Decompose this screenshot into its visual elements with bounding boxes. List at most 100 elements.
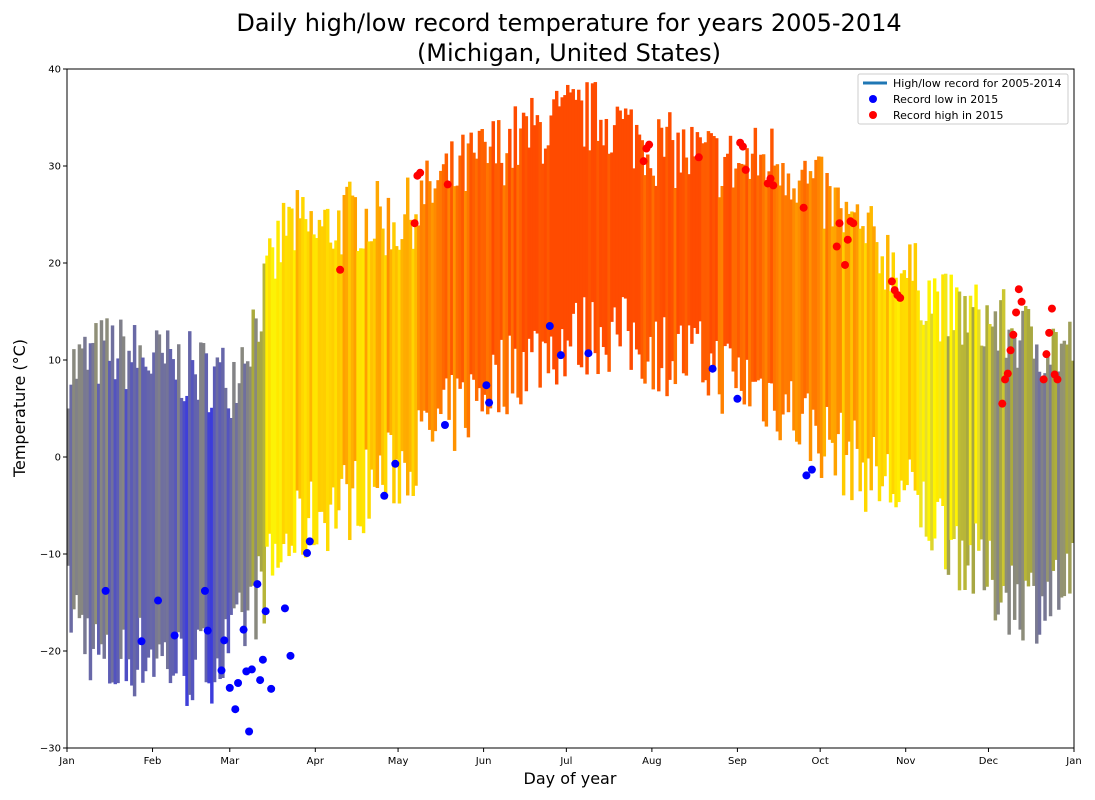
record-range-bar bbox=[792, 188, 796, 431]
record-range-bar bbox=[988, 323, 992, 541]
record-range-bar bbox=[229, 417, 233, 615]
record-range-bar bbox=[312, 234, 316, 546]
record-range-bar bbox=[1010, 328, 1014, 566]
record-range-bar bbox=[908, 244, 912, 460]
record-low-dot bbox=[217, 666, 226, 675]
record-range-bar bbox=[1015, 367, 1020, 585]
record-range-bar bbox=[135, 367, 140, 670]
legend: High/low record for 2005-2014 Record low… bbox=[857, 73, 1069, 125]
record-range-bar bbox=[1032, 358, 1036, 586]
record-range-bar bbox=[604, 118, 609, 355]
record-range-bar bbox=[748, 178, 752, 407]
record-range-bar bbox=[621, 118, 625, 298]
record-range-bar bbox=[105, 318, 109, 635]
record-range-bar bbox=[325, 208, 330, 552]
record-high-dot bbox=[835, 219, 844, 228]
record-range-bar bbox=[538, 122, 542, 388]
record-range-bar bbox=[599, 119, 603, 328]
record-high-dot bbox=[1042, 350, 1051, 359]
record-dots-layer bbox=[101, 138, 1062, 736]
record-range-bar bbox=[458, 155, 462, 389]
record-range-bar bbox=[919, 320, 923, 528]
record-range-bar bbox=[292, 250, 297, 553]
record-range-bar bbox=[223, 387, 228, 620]
record-range-bar bbox=[295, 190, 300, 491]
record-range-bar bbox=[786, 173, 791, 413]
record-low-dot bbox=[200, 586, 209, 595]
record-range-bar bbox=[110, 325, 115, 683]
record-range-bar bbox=[392, 222, 396, 504]
record-range-bar bbox=[232, 361, 236, 609]
record-range-bar bbox=[764, 181, 769, 427]
record-low-dot bbox=[234, 679, 243, 688]
record-range-bar bbox=[182, 401, 186, 676]
record-range-bar bbox=[204, 353, 209, 683]
record-range-bar bbox=[273, 278, 278, 544]
record-range-bar bbox=[532, 125, 537, 331]
record-low-dot bbox=[485, 398, 494, 407]
record-range-bar bbox=[527, 147, 531, 339]
record-low-dot bbox=[245, 727, 254, 736]
y-tick-label: 20 bbox=[48, 259, 61, 270]
x-tick-label: Aug bbox=[642, 756, 662, 767]
record-range-bar bbox=[566, 84, 570, 341]
record-range-bar bbox=[648, 168, 653, 337]
record-low-dot bbox=[380, 491, 389, 500]
record-range-bar bbox=[143, 366, 148, 672]
record-range-bar bbox=[146, 370, 151, 658]
record-range-bar bbox=[480, 129, 484, 412]
record-low-dot bbox=[280, 604, 289, 613]
record-range-bar bbox=[1037, 371, 1042, 635]
record-high-dot bbox=[1039, 375, 1048, 384]
record-range-bar bbox=[828, 186, 832, 440]
record-low-dot bbox=[584, 349, 593, 358]
record-range-bar bbox=[861, 226, 865, 463]
record-range-bar bbox=[428, 181, 432, 430]
record-range-bar bbox=[425, 160, 429, 413]
record-range-bar bbox=[119, 319, 123, 659]
record-range-bar bbox=[852, 212, 857, 421]
record-range-bar bbox=[806, 183, 810, 394]
record-range-bar bbox=[188, 331, 192, 695]
record-range-bar bbox=[461, 134, 465, 383]
x-tick-label: Mar bbox=[220, 756, 240, 767]
record-range-bar bbox=[524, 116, 529, 392]
record-high-dot bbox=[694, 153, 703, 162]
record-range-bar bbox=[383, 255, 388, 500]
record-low-dot bbox=[253, 580, 262, 589]
record-high-dot bbox=[1014, 285, 1023, 294]
record-low-dot bbox=[303, 549, 312, 558]
record-range-bar bbox=[990, 326, 995, 580]
record-high-dot bbox=[1047, 304, 1056, 313]
record-range-bar bbox=[817, 156, 821, 454]
record-range-bar bbox=[342, 194, 346, 466]
record-range-bar bbox=[411, 248, 415, 496]
record-low-dot bbox=[170, 631, 179, 640]
record-range-bar bbox=[314, 238, 319, 545]
record-range-bar bbox=[759, 154, 763, 379]
record-range-bar bbox=[949, 274, 953, 540]
record-range-bar bbox=[1048, 364, 1053, 617]
record-low-dot bbox=[225, 683, 234, 692]
record-range-bar bbox=[179, 397, 184, 639]
record-range-bar bbox=[439, 170, 443, 415]
record-range-bar bbox=[844, 201, 849, 456]
record-range-bar bbox=[513, 106, 518, 349]
record-range-bar bbox=[897, 298, 901, 503]
record-range-bar bbox=[684, 157, 689, 376]
record-range-bar bbox=[212, 366, 217, 683]
record-range-bar bbox=[127, 350, 131, 660]
record-range-bar bbox=[797, 180, 802, 445]
record-range-bar bbox=[367, 241, 371, 519]
record-range-bar bbox=[502, 185, 507, 407]
record-range-bar bbox=[245, 361, 250, 611]
record-range-bar bbox=[99, 320, 104, 645]
record-range-bar bbox=[177, 344, 181, 633]
record-high-dot bbox=[645, 140, 654, 149]
record-range-bar bbox=[381, 228, 385, 485]
record-high-dot bbox=[769, 181, 778, 190]
y-tick-label: 10 bbox=[48, 356, 61, 367]
y-tick-label: 0 bbox=[55, 453, 61, 464]
record-range-bar bbox=[262, 263, 266, 624]
